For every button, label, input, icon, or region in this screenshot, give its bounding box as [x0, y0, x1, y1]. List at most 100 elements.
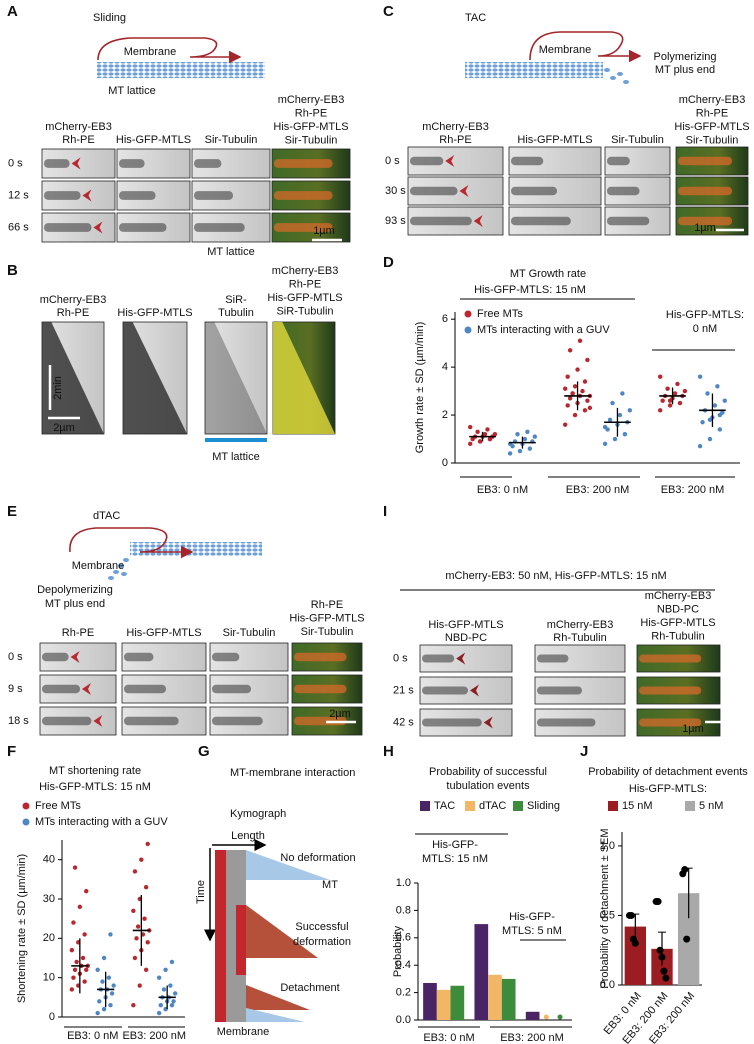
chart-subtitle: His-GFP-MTLS:: [629, 783, 707, 795]
y-tick-label: 1.0: [600, 840, 615, 852]
y-tick-label: 2: [442, 409, 448, 421]
data-point: [715, 384, 720, 389]
channel-label: Rh-PE: [62, 134, 94, 146]
data-point: [80, 955, 86, 961]
plus-end-label: MT plus end: [655, 64, 715, 76]
data-point: [142, 916, 147, 921]
signal: [294, 652, 347, 662]
bar: [450, 985, 465, 1020]
data-point: [681, 866, 689, 874]
legend-marker: [22, 802, 30, 810]
legend-label: dTAC: [479, 800, 506, 812]
arrowhead: [71, 157, 81, 170]
data-point: [145, 841, 150, 847]
data-point: [84, 888, 89, 894]
kymograph-signal: [42, 322, 104, 434]
time-label: 21 s: [393, 684, 414, 696]
signal: [44, 191, 81, 200]
bar-zero: [543, 1014, 549, 1020]
scale-label: 1µm: [694, 222, 716, 234]
footer-label: MT lattice: [212, 451, 259, 463]
scale-label: 2µm: [53, 422, 75, 434]
data-point: [620, 391, 625, 396]
scale-label: 2min: [52, 376, 64, 400]
merge-label: His-GFP-MTLS: [289, 612, 364, 624]
data-point: [69, 987, 75, 992]
y-tick-label: 0.5: [600, 909, 615, 921]
signal: [678, 186, 732, 196]
data-point: [172, 991, 178, 996]
y-tick-label: 6: [442, 313, 448, 325]
data-point: [82, 932, 87, 937]
signal: [511, 156, 544, 166]
bar: [474, 924, 489, 1020]
arrowhead: [470, 684, 479, 697]
signal: [44, 159, 70, 168]
signal: [42, 716, 92, 726]
signal: [44, 223, 92, 232]
merge-label: Sir-Tubulin: [301, 626, 354, 638]
legend-marker: [464, 326, 472, 334]
data-point: [610, 400, 615, 406]
data-point: [108, 1003, 113, 1008]
merge-label: Sir-Tubulin: [285, 134, 338, 146]
merge-label: mCherry-EB3: [679, 94, 746, 106]
data-point: [475, 429, 480, 435]
data-point: [69, 947, 75, 953]
data-point: [567, 396, 573, 401]
micrograph: [419, 644, 513, 673]
schematic-title: dTAC: [93, 510, 120, 522]
case-label: deformation: [293, 936, 351, 948]
mt-label: MT: [322, 879, 338, 891]
legend-marker: [465, 801, 475, 811]
bar: [525, 1011, 540, 1020]
data-point: [135, 924, 141, 929]
arrowhead: [70, 651, 80, 663]
chart-title: tubulation events: [446, 780, 530, 792]
data-point: [575, 367, 580, 372]
chart-title: MT Growth rate: [510, 268, 586, 280]
data-point: [477, 439, 483, 444]
y-axis-label: Probability of detachment ± SEM: [599, 828, 611, 988]
footer-label: MT lattice: [207, 246, 254, 258]
y-tick-label: 20: [43, 932, 55, 944]
deformation-shape: [246, 905, 318, 958]
signal: [124, 684, 166, 694]
data-point: [700, 420, 705, 425]
data-point: [101, 1006, 107, 1012]
data-point: [717, 412, 723, 418]
data-point: [95, 1010, 100, 1016]
y-tick-label: 0: [49, 1011, 55, 1023]
panel-letter: E: [7, 503, 17, 520]
signal: [639, 718, 702, 727]
legend-label: MTs interacting with a GUV: [35, 816, 168, 828]
kymograph-signal: [205, 322, 267, 434]
signal: [212, 684, 251, 694]
membrane: [97, 37, 242, 64]
y-tick-label: 30: [43, 893, 55, 905]
data-point: [161, 987, 167, 992]
data-point: [567, 348, 573, 353]
data-point: [137, 983, 142, 988]
merge-label: His-GFP-MTLS: [267, 292, 342, 304]
panel-letter: H: [383, 743, 394, 760]
merge-label: Rh-Tubulin: [651, 630, 704, 642]
data-point: [131, 908, 136, 913]
data-point: [169, 1003, 175, 1008]
tubulin: [121, 572, 127, 576]
chart-subtitle: His-GFP-MTLS: 15 nM: [474, 284, 586, 296]
signal: [119, 159, 145, 168]
data-point: [658, 953, 666, 961]
data-point: [84, 967, 89, 972]
y-tick-label: 0.0: [396, 1014, 411, 1026]
merge-label: His-GFP-MTLS: [640, 617, 715, 629]
time-label: 18 s: [8, 715, 29, 727]
scale-label: 2µm: [329, 708, 351, 720]
bar: [436, 989, 451, 1020]
signal: [274, 191, 333, 200]
membrane-lane: [236, 905, 246, 975]
panel-letter: F: [7, 743, 16, 760]
schematic-title: TAC: [465, 12, 486, 24]
x-tick-label: EB3: 200 nM: [566, 484, 630, 496]
legend-label: TAC: [434, 800, 455, 812]
